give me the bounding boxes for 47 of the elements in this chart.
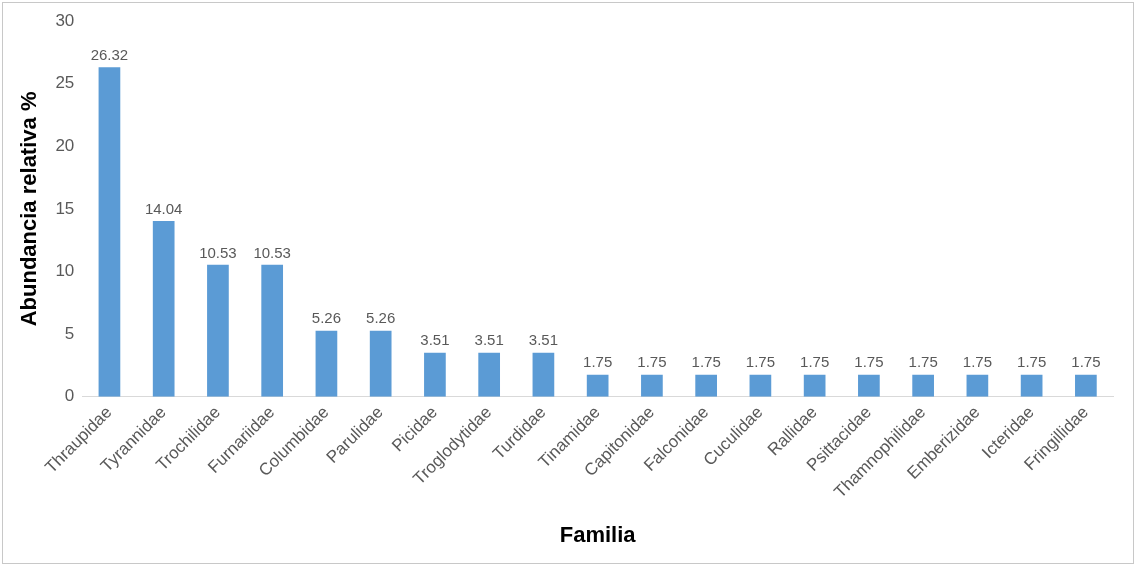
data-label: 5.26 xyxy=(311,309,342,327)
bar xyxy=(912,374,934,397)
bar xyxy=(586,374,609,397)
data-label: 1.75 xyxy=(745,353,775,371)
y-tick-label: 30 xyxy=(55,10,75,30)
bar xyxy=(98,67,121,397)
data-label: 10.53 xyxy=(199,243,237,261)
y-tick-label: 15 xyxy=(55,198,75,218)
bar xyxy=(532,352,555,397)
data-label: 1.75 xyxy=(908,353,938,371)
data-label: 1.75 xyxy=(583,353,613,371)
data-label: 1.75 xyxy=(691,353,721,371)
data-label: 10.53 xyxy=(253,243,291,261)
data-label: 26.32 xyxy=(90,45,129,63)
data-label: 1.75 xyxy=(854,353,884,371)
data-label: 1.75 xyxy=(1017,353,1047,371)
bar xyxy=(695,374,717,397)
bar xyxy=(478,352,501,397)
bar xyxy=(261,264,284,397)
y-tick-label: 10 xyxy=(55,261,75,281)
bar xyxy=(369,330,392,397)
data-label: 14.04 xyxy=(144,199,183,217)
data-label: 3.51 xyxy=(528,331,559,349)
y-tick-label: 5 xyxy=(64,323,75,343)
data-label: 1.75 xyxy=(800,353,830,371)
data-label: 1.75 xyxy=(637,353,667,371)
bar xyxy=(803,374,826,397)
data-label: 5.26 xyxy=(366,309,396,327)
bar xyxy=(152,220,175,397)
bar xyxy=(315,330,338,397)
x-axis-title: Familia xyxy=(559,521,637,547)
data-label: 3.51 xyxy=(420,331,450,349)
data-label: 1.75 xyxy=(962,353,992,371)
bar xyxy=(207,264,229,397)
data-label: 1.75 xyxy=(1071,353,1101,371)
y-tick-label: 25 xyxy=(55,73,75,93)
bar xyxy=(966,374,989,397)
data-label: 3.51 xyxy=(474,331,504,349)
y-axis-title: Abundancia relativa % xyxy=(16,91,42,327)
bar xyxy=(1020,374,1043,397)
bar xyxy=(1075,374,1097,397)
bar xyxy=(641,374,663,397)
y-tick-label: 20 xyxy=(55,136,75,156)
y-tick-label: 0 xyxy=(64,386,75,406)
bar xyxy=(858,374,880,397)
bar xyxy=(749,374,772,397)
bar xyxy=(424,352,446,397)
